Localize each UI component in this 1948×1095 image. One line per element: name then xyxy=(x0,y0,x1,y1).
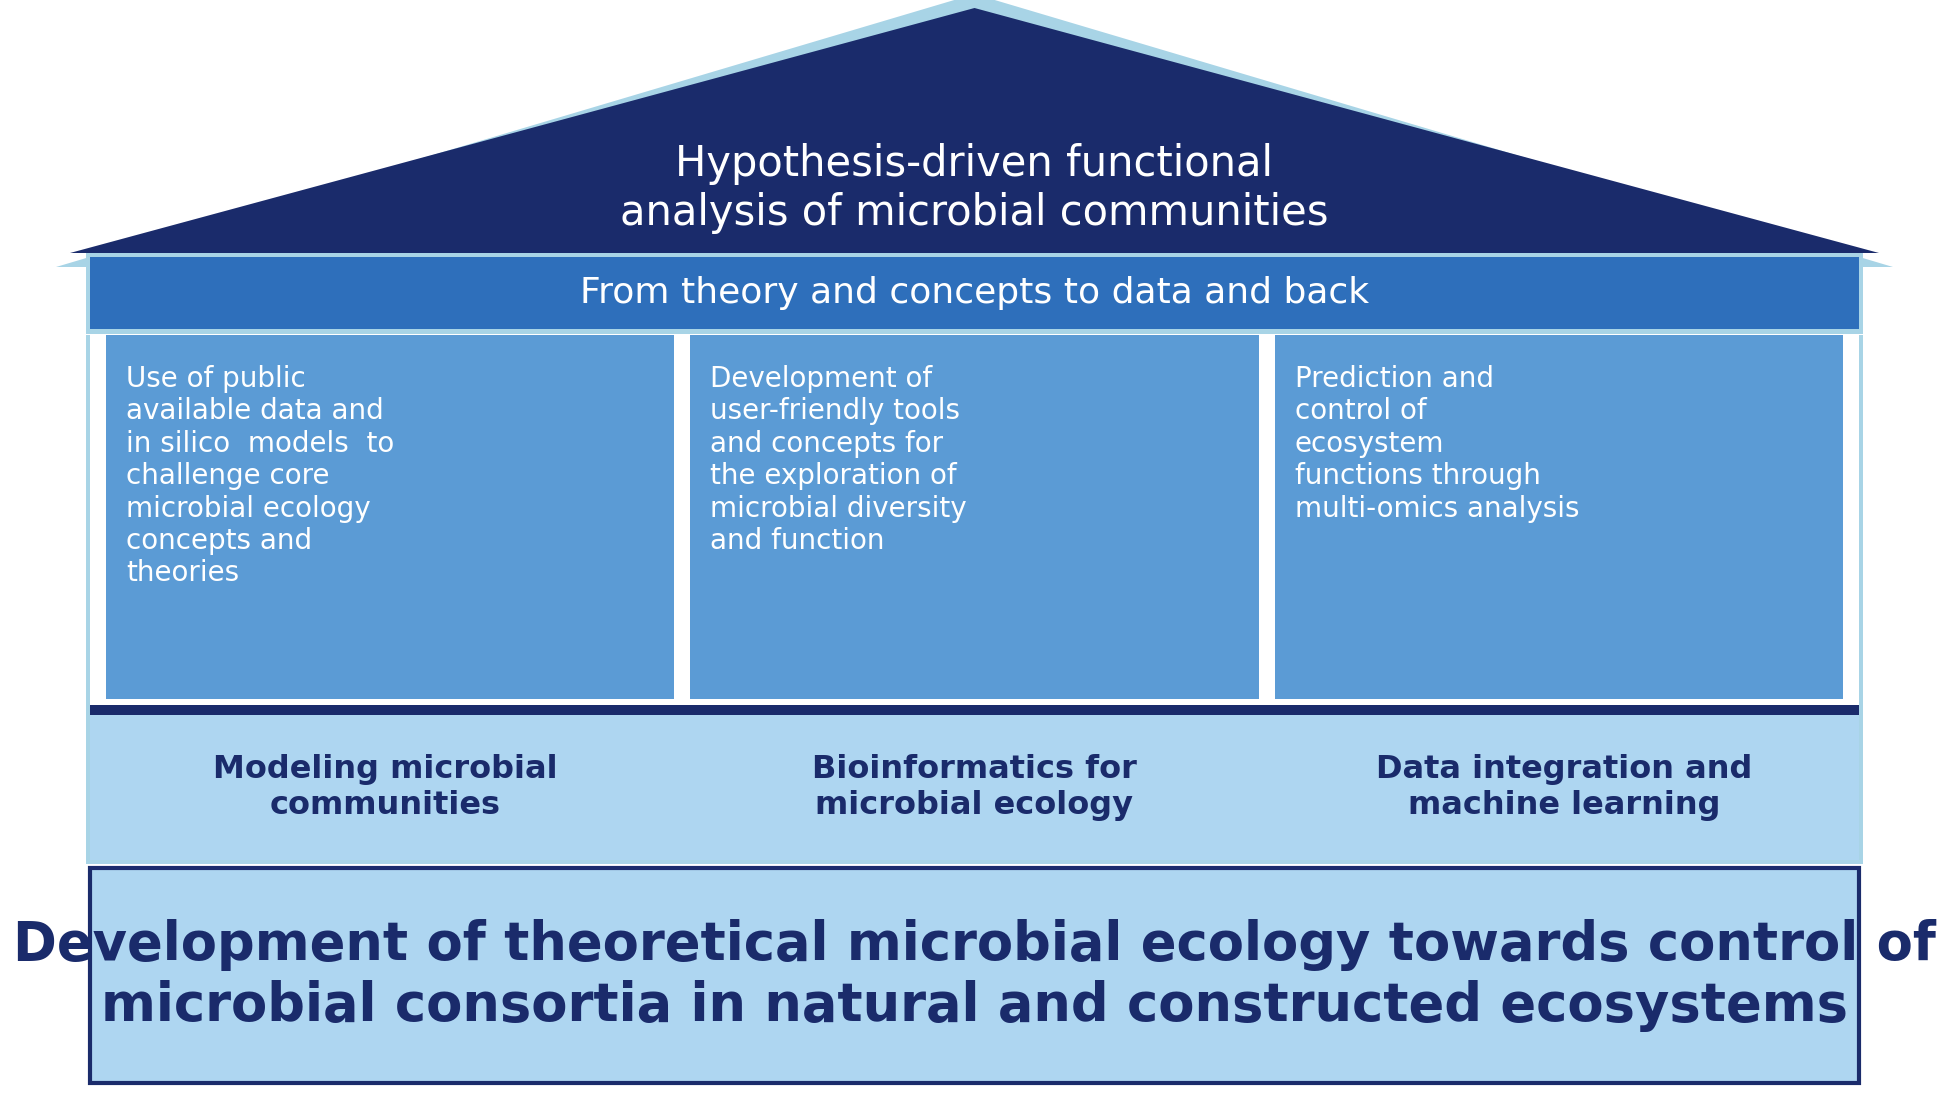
Text: Modeling microbial
communities: Modeling microbial communities xyxy=(212,754,557,821)
Text: Development of theoretical microbial ecology towards control of
microbial consor: Development of theoretical microbial eco… xyxy=(14,920,1934,1031)
FancyBboxPatch shape xyxy=(90,705,1858,860)
Text: Prediction and
control of
ecosystem
functions through
multi-omics analysis: Prediction and control of ecosystem func… xyxy=(1293,365,1578,522)
Text: Use of public
available data and
in silico  models  to
challenge core
microbial : Use of public available data and in sili… xyxy=(127,365,393,587)
FancyBboxPatch shape xyxy=(86,252,1862,334)
FancyBboxPatch shape xyxy=(105,335,674,699)
Text: From theory and concepts to data and back: From theory and concepts to data and bac… xyxy=(581,276,1367,310)
FancyBboxPatch shape xyxy=(90,335,1858,705)
Polygon shape xyxy=(70,8,1878,253)
FancyBboxPatch shape xyxy=(1274,335,1843,699)
FancyBboxPatch shape xyxy=(86,701,1862,864)
Text: Development of
user-friendly tools
and concepts for
the exploration of
microbial: Development of user-friendly tools and c… xyxy=(709,365,966,555)
Text: Hypothesis-driven functional
analysis of microbial communities: Hypothesis-driven functional analysis of… xyxy=(619,143,1329,233)
FancyBboxPatch shape xyxy=(690,335,1258,699)
FancyBboxPatch shape xyxy=(90,868,1858,1083)
Polygon shape xyxy=(56,0,1892,267)
Text: Data integration and
machine learning: Data integration and machine learning xyxy=(1375,754,1751,821)
FancyBboxPatch shape xyxy=(86,335,1862,705)
FancyBboxPatch shape xyxy=(90,705,1858,715)
FancyBboxPatch shape xyxy=(90,257,1858,328)
Text: Bioinformatics for
microbial ecology: Bioinformatics for microbial ecology xyxy=(812,754,1136,821)
